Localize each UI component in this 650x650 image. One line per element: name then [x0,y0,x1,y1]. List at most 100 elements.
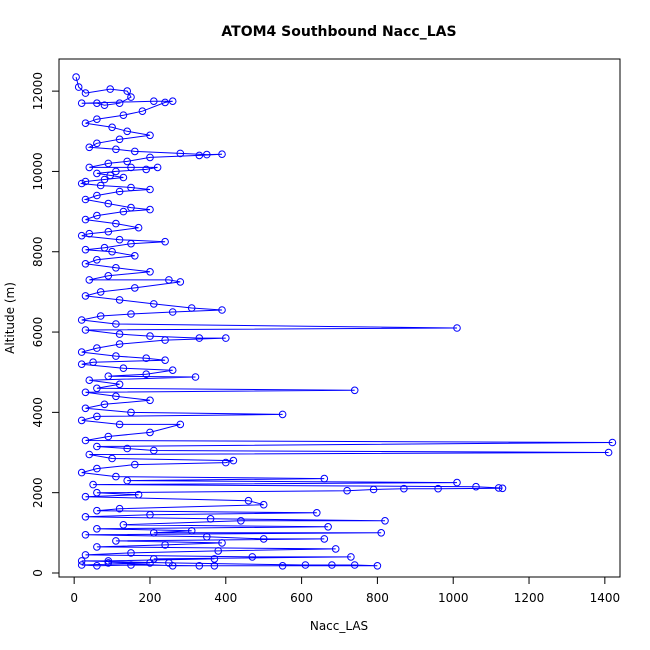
data-point [127,561,135,569]
x-tick-label: 800 [366,591,389,605]
y-tick-label: 10000 [31,152,45,190]
data-point [81,195,90,204]
data-point [85,450,94,459]
data-point [119,111,128,119]
data-point [214,547,222,555]
data-point [195,334,204,342]
data-point [146,396,154,405]
data-point [104,199,113,208]
data-point [604,448,613,457]
data-point [150,529,158,537]
data-point [77,561,86,569]
data-point [168,366,177,375]
data-point [81,177,90,186]
data-point [119,207,128,216]
data-point [131,252,139,260]
data-point [187,304,196,312]
data-point [123,127,131,136]
data-point [81,292,90,300]
data-point [93,525,101,533]
data-point [131,284,139,292]
data-point [93,256,101,264]
data-point [115,330,124,338]
data-point [453,478,461,487]
data-point [237,517,245,525]
data-point [195,151,204,160]
data-point [93,191,101,200]
data-point [96,288,105,296]
data-point [115,187,124,196]
data-point [72,73,80,81]
data-point [146,153,154,162]
y-tick-label: 12000 [31,72,45,110]
data-point [142,165,150,174]
data-point [93,139,101,148]
data-point [112,145,120,154]
data-point [472,482,480,491]
data-point [81,326,90,334]
data-point [168,97,177,105]
data-point [131,460,139,469]
data-point [93,562,101,570]
x-tick-label: 1400 [590,591,621,605]
data-point [112,219,120,228]
data-point [115,99,124,107]
data-point [104,159,113,168]
data-point [248,553,257,561]
data-point [93,211,101,220]
data-point [203,150,211,159]
y-axis-label: Altitude (m) [3,282,17,354]
data-point [93,412,101,421]
data-point [104,432,113,441]
data-point [168,308,177,316]
data-point [218,150,226,158]
data-point [85,163,94,172]
data-point [123,476,131,485]
data-point [153,163,162,172]
data-point [81,513,90,521]
data-point [115,380,124,389]
data-point [77,179,86,188]
data-point [127,163,135,172]
data-point [115,504,124,513]
data-point [81,89,90,97]
data-point [324,523,332,531]
data-point [313,509,321,517]
x-tick-label: 600 [290,591,313,605]
data-point [123,444,131,453]
data-point [210,562,219,570]
data-point [119,173,128,182]
data-point [93,543,101,551]
data-point [498,484,507,493]
data-point [301,561,310,569]
y-tick-label: 6000 [31,317,45,348]
data-point [377,529,386,537]
data-point [81,531,90,539]
x-tick-label: 0 [70,591,78,605]
data-point [100,101,109,109]
data-point [104,557,113,565]
data-point [142,354,150,363]
data-point [74,83,83,91]
data-point [100,243,109,252]
data-point [206,515,215,523]
data-point [161,336,169,344]
data-point [112,167,120,176]
data-point [81,492,90,501]
data-point [96,181,105,190]
data-point [146,185,154,194]
data-point [81,436,90,445]
data-point [328,561,336,569]
data-point [347,553,355,561]
y-axis: 0 2000 4000 6000 8000 10000 12000 [31,72,60,577]
data-point [218,306,226,314]
data-point [104,372,113,381]
data-point [89,480,97,489]
data-point [127,549,135,557]
data-point [104,559,113,567]
data-point [93,99,101,107]
data-point [96,312,105,320]
x-tick-label: 200 [139,591,162,605]
